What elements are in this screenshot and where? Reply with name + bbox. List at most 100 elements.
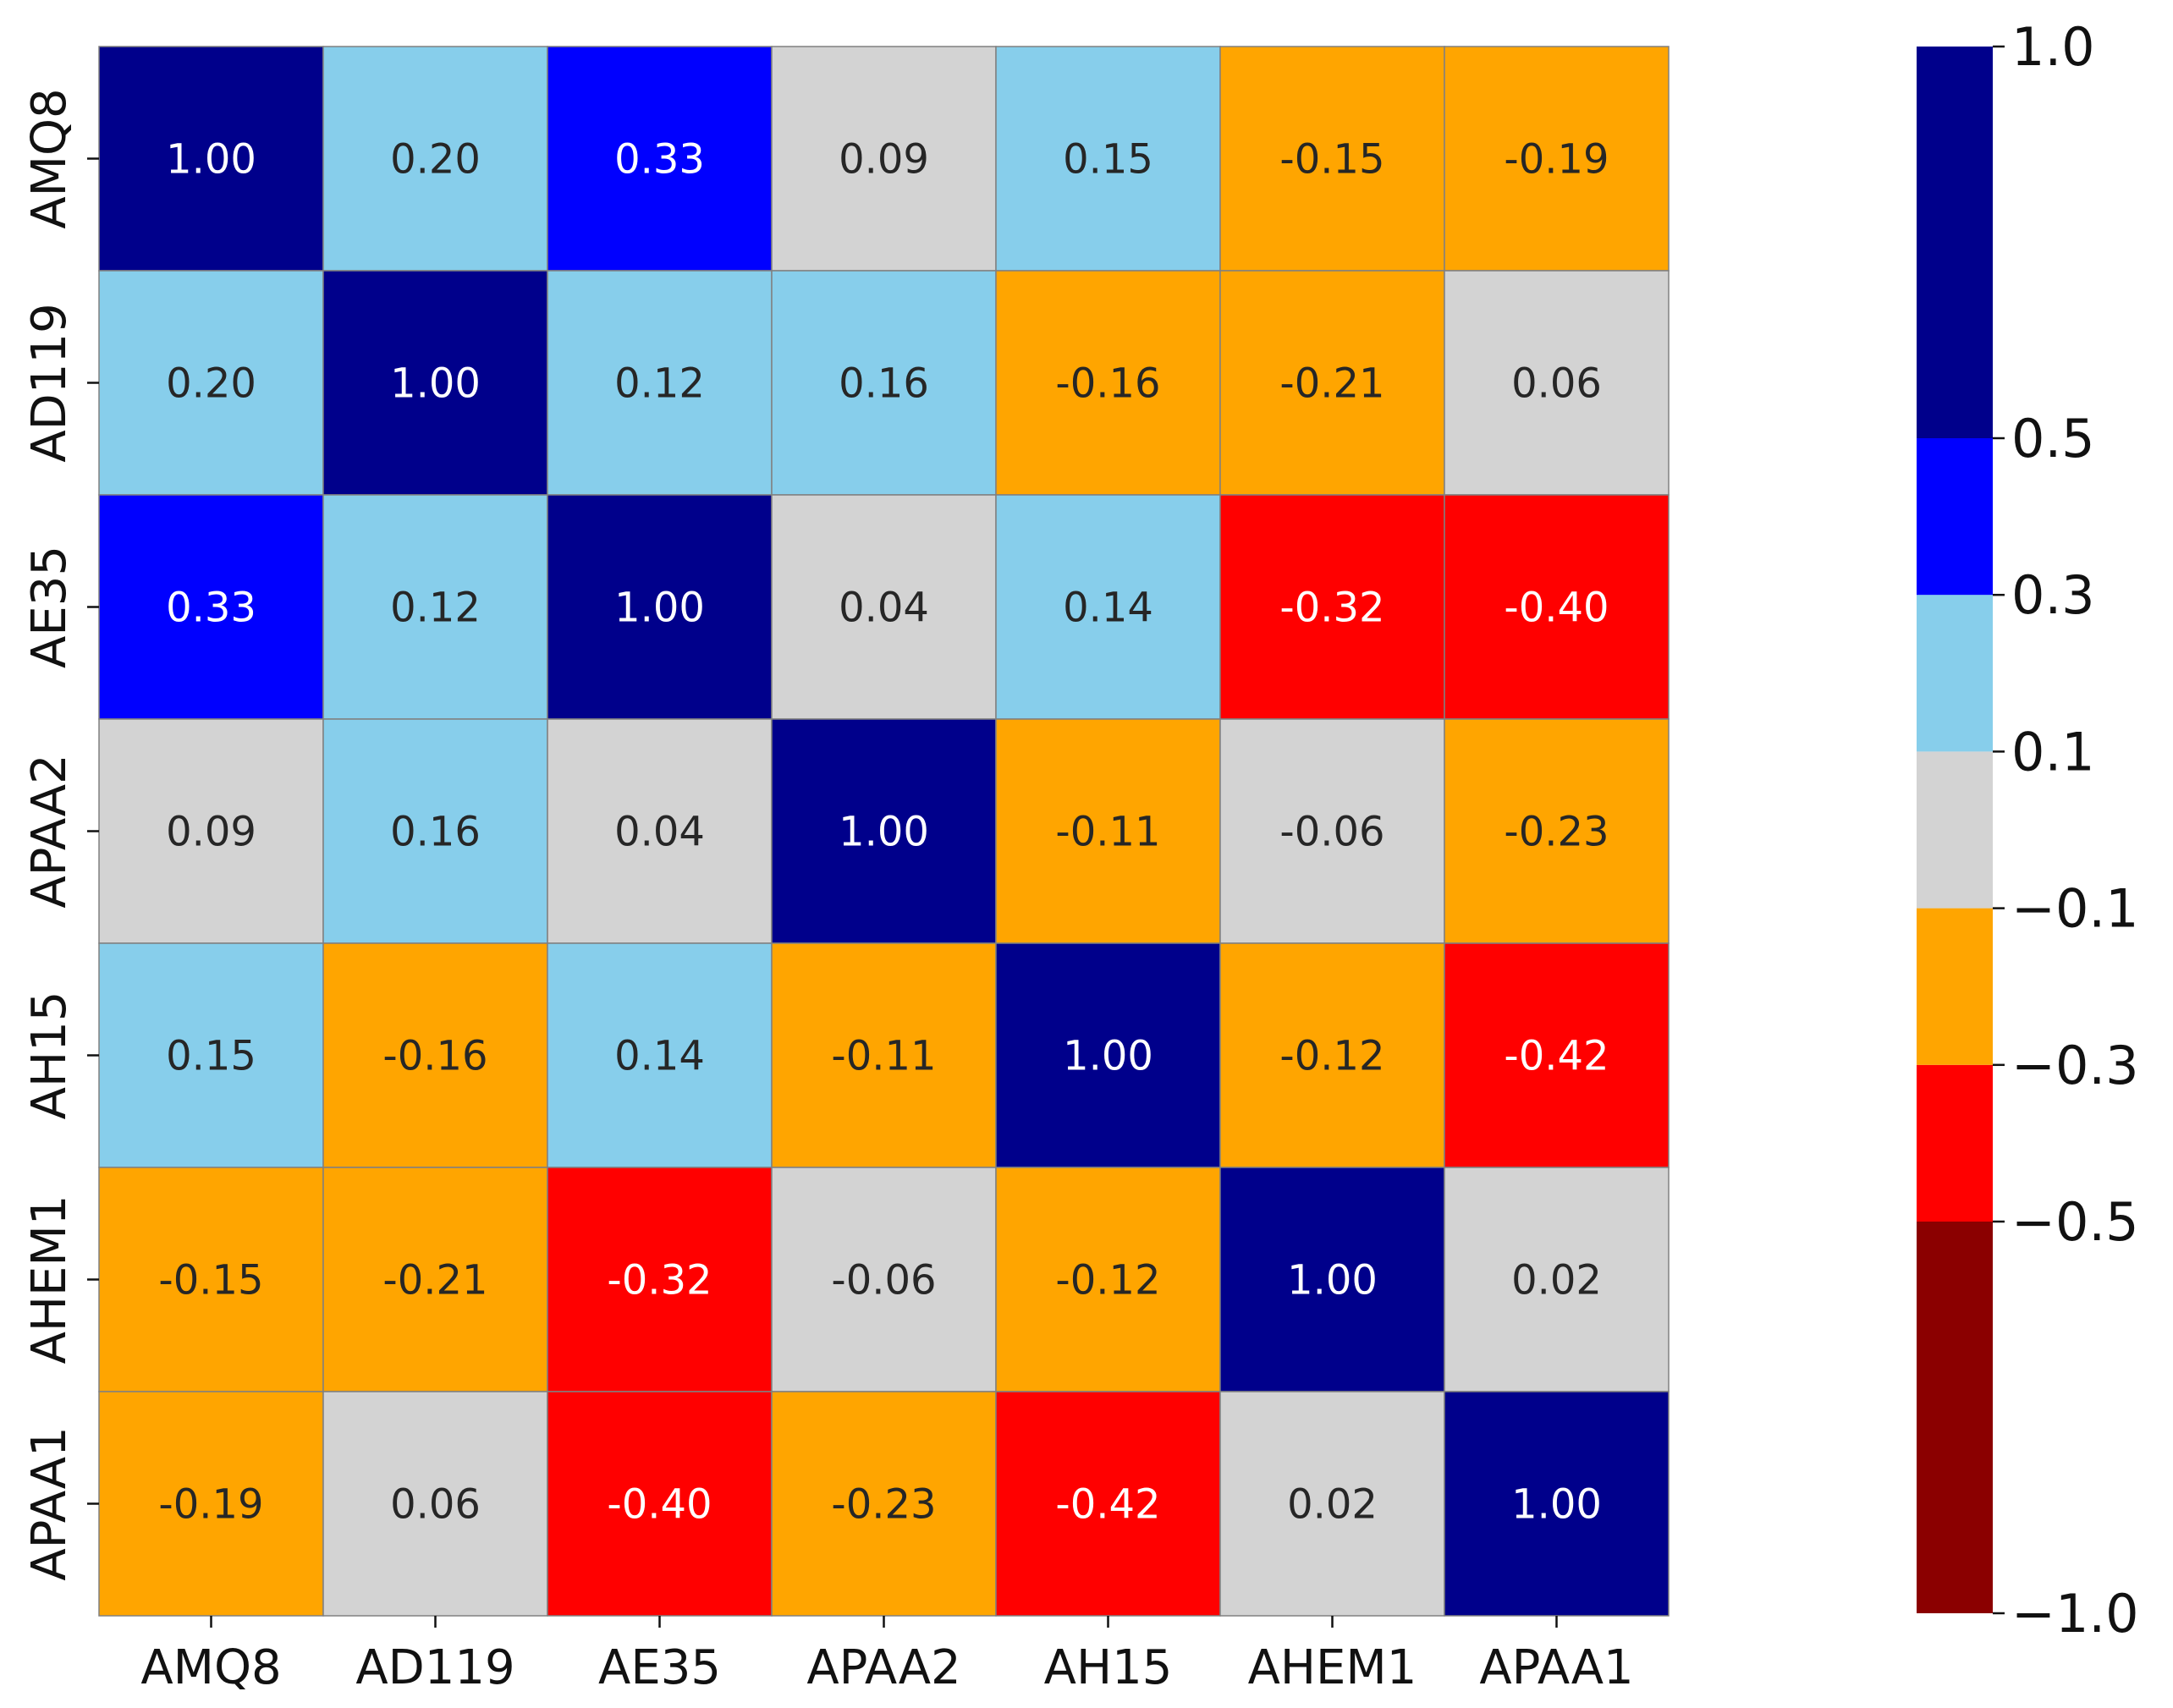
colorbar-segment bbox=[1917, 908, 1993, 1065]
cell-value-label: -0.42 bbox=[1055, 1481, 1160, 1529]
heatmap-cell bbox=[995, 270, 1221, 496]
heatmap-cell bbox=[1219, 270, 1445, 496]
heatmap-cell bbox=[322, 46, 548, 272]
cell-value-label: 1.00 bbox=[1063, 1033, 1153, 1080]
cell-value-label: -0.40 bbox=[607, 1481, 712, 1529]
heatmap-cell bbox=[98, 494, 324, 720]
y-axis: AMQ8 AD119 AE35 APAA2 AH15 AHEM1 APAA1 bbox=[22, 88, 99, 1581]
colorbar-segment bbox=[1917, 595, 1993, 752]
colorbar-tick-label: 0.1 bbox=[2011, 721, 2095, 783]
heatmap-cell bbox=[98, 942, 324, 1168]
heatmap-cell bbox=[98, 46, 324, 272]
y-tick-label: AE35 bbox=[22, 546, 77, 668]
cell-value-label: 1.00 bbox=[1511, 1481, 1602, 1529]
heatmap-cell bbox=[1444, 942, 1670, 1168]
cell-value-label: -0.23 bbox=[831, 1481, 936, 1529]
heatmap-cell bbox=[1219, 494, 1445, 720]
heatmap-cell bbox=[1219, 46, 1445, 272]
colorbar-tick-label: −0.1 bbox=[2011, 878, 2139, 940]
cell-value-label: -0.11 bbox=[831, 1033, 936, 1080]
heatmap-cell bbox=[98, 1167, 324, 1392]
heatmap-cell bbox=[995, 718, 1221, 944]
heatmap-cell bbox=[1444, 1391, 1670, 1617]
heatmap-cell bbox=[995, 942, 1221, 1168]
colorbar-segment bbox=[1917, 438, 1993, 596]
cell-value-label: 0.33 bbox=[166, 585, 256, 632]
cell-value-label: 0.33 bbox=[614, 136, 705, 184]
cell-value-label: 0.20 bbox=[390, 136, 481, 184]
cell-value-label: 0.14 bbox=[614, 1033, 705, 1080]
heatmap-cell bbox=[98, 718, 324, 944]
heatmap-cell bbox=[995, 494, 1221, 720]
heatmap-cell bbox=[1219, 1391, 1445, 1617]
colorbar-tick-label: 0.5 bbox=[2011, 408, 2095, 470]
x-tick-label: APAA2 bbox=[806, 1640, 960, 1695]
cell-value-label: -0.11 bbox=[1055, 809, 1160, 856]
heatmap-cell bbox=[995, 1391, 1221, 1617]
cell-value-label: 0.02 bbox=[1287, 1481, 1378, 1529]
heatmap-cell bbox=[547, 942, 773, 1168]
x-tick-label: AD119 bbox=[355, 1640, 514, 1695]
cell-value-label: 0.12 bbox=[390, 585, 481, 632]
cell-value-label: -0.42 bbox=[1504, 1033, 1609, 1080]
heatmap-cell bbox=[771, 1391, 997, 1617]
heatmap-cell bbox=[1219, 1167, 1445, 1392]
heatmap-cell bbox=[1444, 494, 1670, 720]
heatmap-cell bbox=[1219, 942, 1445, 1168]
y-tick-label: APAA1 bbox=[22, 1426, 77, 1580]
colorbar-segment bbox=[1917, 47, 1993, 438]
cell-value-label: 0.15 bbox=[166, 1033, 256, 1080]
cell-value-label: -0.19 bbox=[1504, 136, 1609, 184]
cell-value-label: 0.09 bbox=[166, 809, 256, 856]
cell-value-label: 0.16 bbox=[390, 809, 481, 856]
heatmap-cell bbox=[98, 1391, 324, 1617]
x-tick-label: AHEM1 bbox=[1248, 1640, 1417, 1695]
cell-value-label: 0.06 bbox=[390, 1481, 481, 1529]
y-tick-label: AH15 bbox=[22, 991, 77, 1120]
heatmap-cells: 1.00 0.20 0.33 0.09 0.15 -0.15 -0.19 0.20 1.00 0.… bbox=[98, 46, 1670, 1617]
x-tick-label: AE35 bbox=[598, 1640, 721, 1695]
heatmap-cell bbox=[547, 1167, 773, 1392]
heatmap-cell bbox=[1444, 1167, 1670, 1392]
heatmap-cell bbox=[98, 270, 324, 496]
y-tick-label: AMQ8 bbox=[22, 88, 77, 228]
cell-value-label: -0.06 bbox=[831, 1257, 936, 1304]
heatmap-cell bbox=[771, 494, 997, 720]
cell-value-label: -0.15 bbox=[1279, 136, 1384, 184]
heatmap-cell bbox=[322, 1391, 548, 1617]
colorbar-tick-label: −1.0 bbox=[2011, 1583, 2139, 1645]
colorbar-tick-label: 1.0 bbox=[2011, 16, 2095, 78]
x-tick-label: APAA1 bbox=[1479, 1640, 1633, 1695]
cell-value-label: -0.12 bbox=[1055, 1257, 1160, 1304]
heatmap-cell bbox=[322, 1167, 548, 1392]
colorbar-segment bbox=[1917, 1064, 1993, 1222]
cell-value-label: 1.00 bbox=[614, 585, 705, 632]
y-tick-label: AD119 bbox=[22, 303, 77, 462]
heatmap-cell bbox=[771, 718, 997, 944]
heatmap-cell bbox=[771, 46, 997, 272]
cell-value-label: 0.02 bbox=[1511, 1257, 1602, 1304]
cell-value-label: -0.16 bbox=[1055, 360, 1160, 408]
cell-value-label: 0.12 bbox=[614, 360, 705, 408]
colorbar-tick-label: 0.3 bbox=[2011, 564, 2095, 626]
heatmap-cell bbox=[322, 718, 548, 944]
cell-value-label: -0.15 bbox=[158, 1257, 263, 1304]
cell-value-label: -0.32 bbox=[1279, 585, 1384, 632]
colorbar: −1.0 −0.5 −0.3 −0.1 0.1 0.3 0.5 1.0 bbox=[1917, 16, 2139, 1645]
heatmap-cell bbox=[547, 718, 773, 944]
cell-value-label: -0.06 bbox=[1279, 809, 1384, 856]
heatmap-cell bbox=[771, 1167, 997, 1392]
heatmap-cell bbox=[322, 494, 548, 720]
heatmap-cell bbox=[1444, 270, 1670, 496]
cell-value-label: 1.00 bbox=[1287, 1257, 1378, 1304]
cell-value-label: -0.40 bbox=[1504, 585, 1609, 632]
cell-value-label: 0.15 bbox=[1063, 136, 1153, 184]
heatmap-cell bbox=[547, 494, 773, 720]
cell-value-label: 0.04 bbox=[614, 809, 705, 856]
cell-value-label: 0.20 bbox=[166, 360, 256, 408]
heatmap-cell bbox=[322, 942, 548, 1168]
cell-value-label: 0.06 bbox=[1511, 360, 1602, 408]
cell-value-label: 1.00 bbox=[166, 136, 256, 184]
cell-value-label: 1.00 bbox=[390, 360, 481, 408]
cell-value-label: -0.16 bbox=[382, 1033, 487, 1080]
